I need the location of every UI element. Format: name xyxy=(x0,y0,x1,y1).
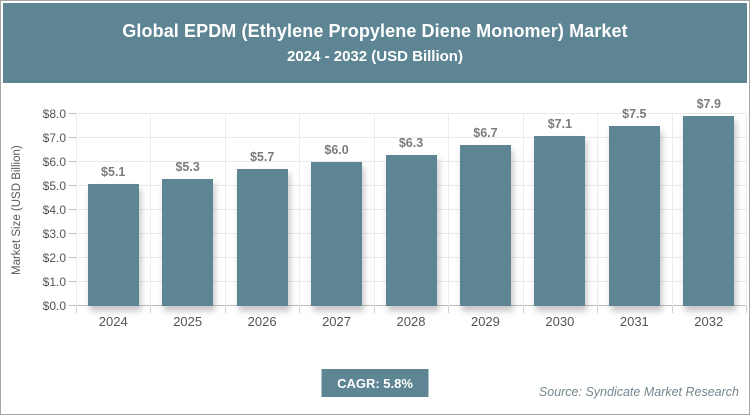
bar-value-label: $6.0 xyxy=(324,143,349,157)
y-tick-label: $5.0 xyxy=(42,179,66,193)
v-gridline xyxy=(671,114,673,306)
x-tick-mark xyxy=(522,306,524,313)
chart-title-line2: 2024 - 2032 (USD Billion) xyxy=(287,48,463,65)
chart-footer: CAGR: 5.8% Source: Syndicate Market Rese… xyxy=(3,361,747,411)
x-tick-mark xyxy=(448,306,450,313)
bar-value-label: $7.5 xyxy=(622,107,647,121)
bar-value-label: $5.3 xyxy=(175,159,200,174)
bar-value-label: $5.7 xyxy=(249,150,275,165)
y-tick-mark xyxy=(69,233,76,234)
bar xyxy=(87,183,139,306)
v-gridline xyxy=(299,114,301,306)
y-tick-mark xyxy=(69,137,76,138)
x-tick-label: 2025 xyxy=(173,314,203,329)
x-tick-mark xyxy=(373,306,375,313)
bar-value-label: $5.1 xyxy=(101,164,126,179)
y-tick-mark xyxy=(69,113,76,114)
cagr-badge: CAGR: 5.8% xyxy=(321,369,429,397)
y-tick-mark xyxy=(69,185,76,186)
x-tick-mark xyxy=(150,306,152,313)
chart-header: Global EPDM (Ethylene Propylene Diene Mo… xyxy=(3,3,747,83)
v-gridline xyxy=(448,114,450,306)
bar-value-label: $7.9 xyxy=(696,97,721,112)
v-gridline xyxy=(373,114,375,306)
y-tick-mark xyxy=(69,257,76,258)
y-tick-label: $7.0 xyxy=(42,131,66,145)
x-tick-mark xyxy=(224,306,226,313)
chart-title-line1: Global EPDM (Ethylene Propylene Diene Mo… xyxy=(122,21,628,41)
h-gridline xyxy=(76,113,746,114)
y-tick-mark xyxy=(69,305,76,306)
y-tick-label: $2.0 xyxy=(42,251,66,265)
bar xyxy=(162,178,214,306)
x-tick-mark xyxy=(76,306,77,313)
y-tick-label: $6.0 xyxy=(42,155,66,169)
x-tick-mark xyxy=(597,306,599,313)
x-tick-mark xyxy=(671,306,673,313)
h-gridline xyxy=(76,137,746,138)
x-tick-mark xyxy=(299,306,301,313)
bar xyxy=(683,116,735,306)
y-tick-label: $8.0 xyxy=(42,107,66,121)
bar xyxy=(311,162,363,306)
x-tick-label: 2029 xyxy=(470,314,500,329)
plot-area: $0.0 $1.0 $2.0 $3.0 $4.0 $5.0 $6.0 $7.0 $8.0 $5.1… xyxy=(43,97,747,329)
bar-value-label: $7.1 xyxy=(547,116,573,131)
x-tick-label: 2031 xyxy=(619,314,649,329)
bar xyxy=(608,126,660,306)
bar xyxy=(459,145,511,306)
y-tick-label: $1.0 xyxy=(42,275,66,289)
x-tick-label: 2030 xyxy=(545,314,575,329)
v-gridline xyxy=(224,114,226,306)
x-tick-label: 2027 xyxy=(322,314,351,329)
v-gridline xyxy=(522,114,524,306)
bar xyxy=(236,169,288,306)
bar xyxy=(534,135,586,306)
bar-value-label: $6.7 xyxy=(473,126,498,141)
v-gridline xyxy=(597,114,599,306)
y-tick-mark xyxy=(69,161,76,162)
bar-value-label: $6.3 xyxy=(398,135,424,150)
v-gridline xyxy=(150,114,152,306)
x-tick-label: 2032 xyxy=(694,314,724,329)
v-gridline xyxy=(746,114,747,306)
bar-chart: Market Size (USD Billion) $0.0 $1.0 $2.0 $3… xyxy=(3,85,747,361)
y-tick-label: $4.0 xyxy=(42,203,66,217)
v-gridline xyxy=(76,114,77,306)
source-attribution: Source: Syndicate Market Research xyxy=(538,385,739,399)
y-tick-label: $3.0 xyxy=(42,227,66,241)
x-tick-label: 2024 xyxy=(98,314,128,329)
x-tick-label: 2026 xyxy=(247,314,277,329)
x-tick-label: 2028 xyxy=(396,314,426,329)
y-tick-mark xyxy=(69,209,76,210)
y-tick-mark xyxy=(69,281,76,282)
bar xyxy=(385,154,437,306)
y-tick-label: $0.0 xyxy=(42,299,66,313)
x-tick-mark xyxy=(746,306,747,313)
